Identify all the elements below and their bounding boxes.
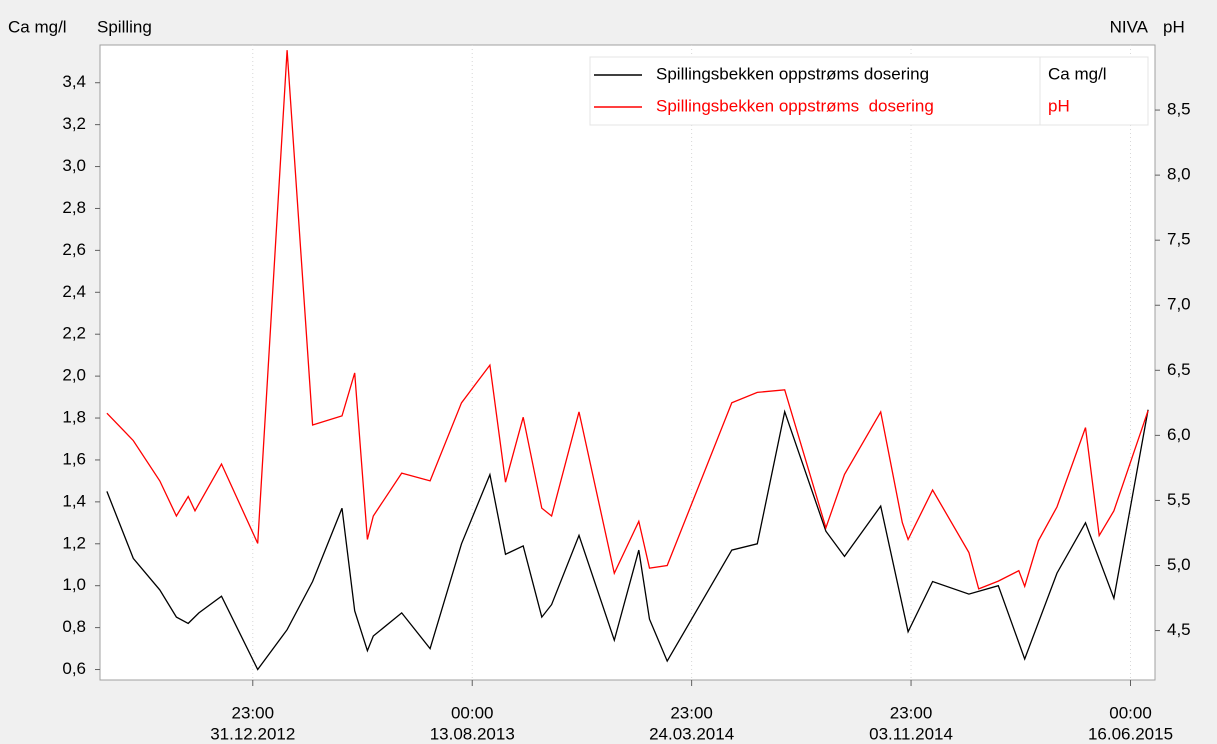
y2-axis-label: pH — [1163, 17, 1185, 36]
y-tick-label: 3,4 — [62, 72, 86, 91]
legend-unit: pH — [1048, 96, 1070, 115]
x-tick-label: 23:00 — [890, 703, 933, 722]
y-tick-label: 1,4 — [62, 491, 86, 510]
y-tick-label: 1,6 — [62, 449, 86, 468]
legend-label: Spillingsbekken oppstrøms dosering — [656, 96, 934, 115]
y2-tick-label: 5,5 — [1167, 490, 1191, 509]
plot-area — [99, 44, 1156, 681]
legend-box — [589, 56, 1149, 126]
x-tick-label: 13.08.2013 — [430, 724, 515, 743]
y-tick-label: 2,8 — [62, 198, 86, 217]
y2-tick-label: 6,5 — [1167, 360, 1191, 379]
x-tick-label: 00:00 — [1109, 703, 1152, 722]
y2-tick-label: 8,0 — [1167, 165, 1191, 184]
x-tick-label: 16.06.2015 — [1088, 724, 1173, 743]
y2-tick-label: 7,5 — [1167, 230, 1191, 249]
source-label: NIVA — [1110, 17, 1149, 36]
y-tick-label: 0,8 — [62, 617, 86, 636]
y-tick-label: 2,4 — [62, 282, 86, 301]
y-tick-label: 1,0 — [62, 575, 86, 594]
y-axis-label: Ca mg/l — [8, 17, 67, 36]
y-tick-label: 1,8 — [62, 408, 86, 427]
y-tick-label: 3,2 — [62, 114, 86, 133]
legend: Spillingsbekken oppstrøms dosering Ca mg/… — [589, 56, 1149, 126]
y-tick-label: 3,0 — [62, 156, 86, 175]
legend-label: Spillingsbekken oppstrøms dosering — [656, 64, 929, 83]
x-tick-label: 24.03.2014 — [649, 724, 734, 743]
y2-tick-label: 6,0 — [1167, 425, 1191, 444]
y-tick-label: 2,6 — [62, 240, 86, 259]
x-tick-label: 00:00 — [451, 703, 494, 722]
y-tick-label: 2,0 — [62, 366, 86, 385]
x-tick-label: 23:00 — [231, 703, 274, 722]
y-tick-label: 0,6 — [62, 659, 86, 678]
x-tick-label: 31.12.2012 — [210, 724, 295, 743]
y2-tick-label: 8,5 — [1167, 100, 1191, 119]
y-tick-label: 1,2 — [62, 533, 86, 552]
x-tick-label: 23:00 — [670, 703, 713, 722]
y2-tick-label: 7,0 — [1167, 295, 1191, 314]
y2-tick-label: 4,5 — [1167, 620, 1191, 639]
y2-tick-label: 5,0 — [1167, 555, 1191, 574]
data-line — [106, 409, 1149, 671]
legend-unit: Ca mg/l — [1048, 64, 1107, 83]
y-tick-label: 2,2 — [62, 324, 86, 343]
chart-title: Spilling — [97, 17, 152, 36]
data-line — [106, 50, 1149, 590]
x-tick-label: 03.11.2014 — [869, 724, 953, 743]
